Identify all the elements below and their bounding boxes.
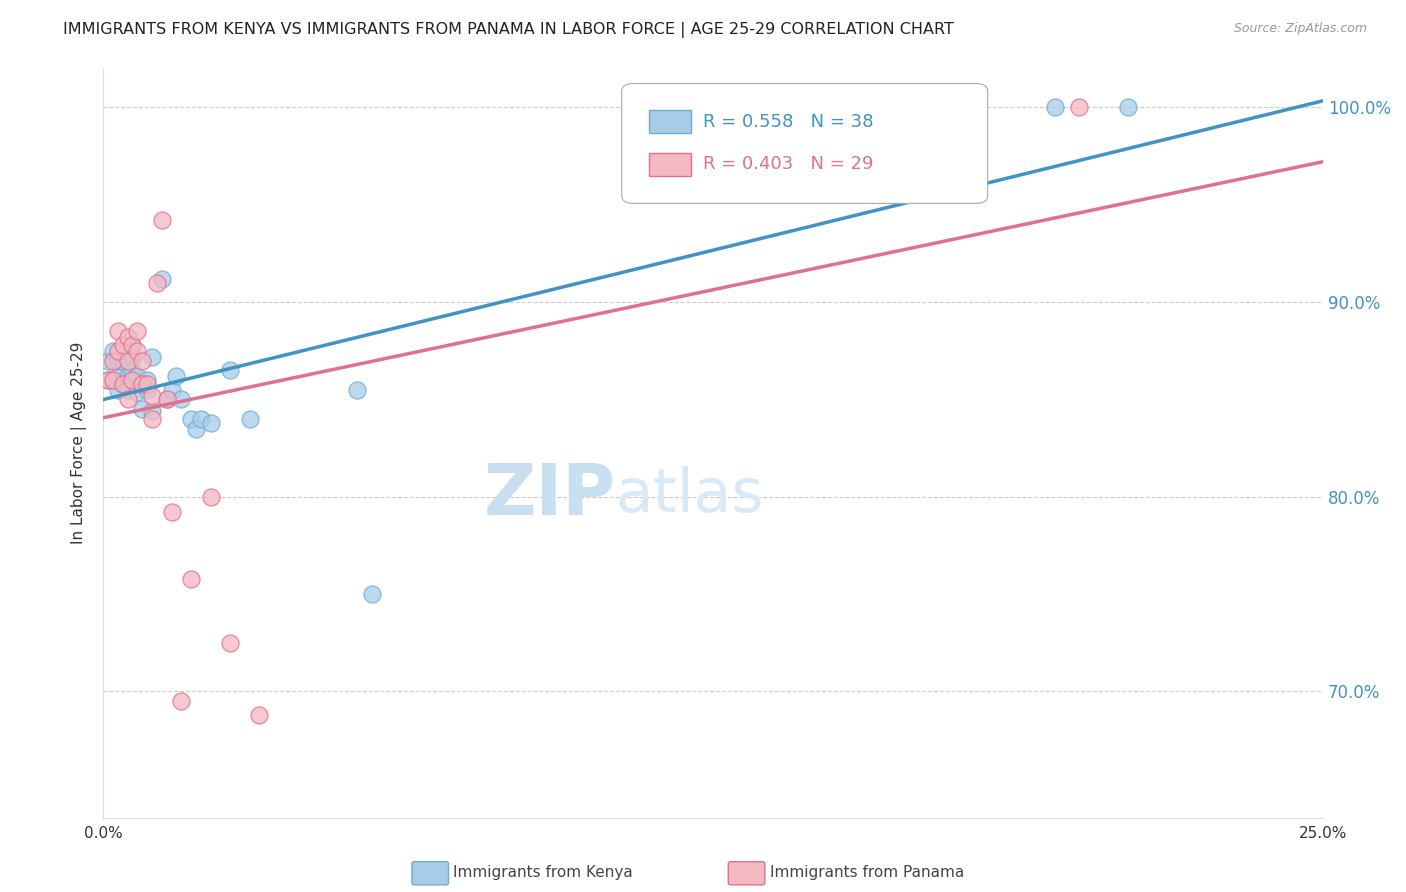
Point [1116, 100, 1139, 114]
Text: Immigrants from Panama: Immigrants from Panama [770, 865, 965, 880]
Y-axis label: In Labor Force | Age 25-29: In Labor Force | Age 25-29 [72, 342, 87, 544]
Point [121, 350, 143, 364]
Text: IMMIGRANTS FROM KENYA VS IMMIGRANTS FROM PANAMA IN LABOR FORCE | AGE 25-29 CORRE: IMMIGRANTS FROM KENYA VS IMMIGRANTS FROM… [63, 22, 955, 38]
Point [131, 376, 153, 391]
Point [117, 373, 139, 387]
Point [1069, 100, 1091, 114]
Point [141, 350, 163, 364]
Text: atlas: atlas [616, 467, 763, 525]
Point [117, 392, 139, 407]
Point [121, 363, 143, 377]
Point [190, 412, 212, 426]
Point [127, 343, 149, 358]
Point [136, 383, 159, 397]
Point [184, 422, 207, 436]
Point [117, 369, 139, 384]
Point [156, 392, 179, 407]
Point [346, 383, 368, 397]
Point [150, 272, 173, 286]
Point [219, 363, 242, 377]
Point [107, 324, 129, 338]
Point [97, 373, 120, 387]
Point [165, 369, 187, 384]
Point [160, 383, 183, 397]
Point [111, 376, 134, 391]
Point [107, 343, 129, 358]
Point [141, 404, 163, 418]
Point [131, 402, 153, 417]
FancyBboxPatch shape [621, 84, 987, 203]
Point [200, 416, 222, 430]
Point [107, 369, 129, 384]
Point [101, 343, 124, 358]
Point [136, 376, 159, 391]
Point [150, 213, 173, 227]
Point [127, 384, 149, 399]
Point [107, 383, 129, 397]
Point [170, 694, 193, 708]
Point [101, 373, 124, 387]
Point [97, 373, 120, 387]
Point [180, 412, 202, 426]
Point [107, 353, 129, 368]
Bar [648, 111, 692, 133]
Point [1043, 100, 1066, 114]
Text: Source: ZipAtlas.com: Source: ZipAtlas.com [1233, 22, 1367, 36]
Point [247, 707, 270, 722]
Point [360, 587, 382, 601]
Point [131, 376, 153, 391]
Point [117, 330, 139, 344]
Point [141, 388, 163, 402]
Point [156, 392, 179, 407]
Text: ZIP: ZIP [484, 461, 616, 530]
Point [136, 373, 159, 387]
Point [101, 353, 124, 368]
Point [111, 353, 134, 368]
Point [121, 373, 143, 387]
Point [101, 373, 124, 387]
Point [111, 376, 134, 391]
Bar [648, 153, 692, 176]
Point [121, 338, 143, 352]
Point [146, 276, 169, 290]
Point [121, 338, 143, 352]
Point [160, 505, 183, 519]
Point [117, 383, 139, 397]
Point [117, 353, 139, 368]
Point [180, 572, 202, 586]
Point [111, 338, 134, 352]
Text: R = 0.403   N = 29: R = 0.403 N = 29 [703, 155, 875, 173]
Point [219, 636, 242, 650]
Point [131, 353, 153, 368]
Point [200, 490, 222, 504]
Text: Immigrants from Kenya: Immigrants from Kenya [453, 865, 633, 880]
Point [97, 353, 120, 368]
Point [239, 412, 262, 426]
Text: R = 0.558   N = 38: R = 0.558 N = 38 [703, 112, 875, 131]
Point [170, 392, 193, 407]
Point [127, 369, 149, 384]
Point [141, 412, 163, 426]
Point [127, 324, 149, 338]
